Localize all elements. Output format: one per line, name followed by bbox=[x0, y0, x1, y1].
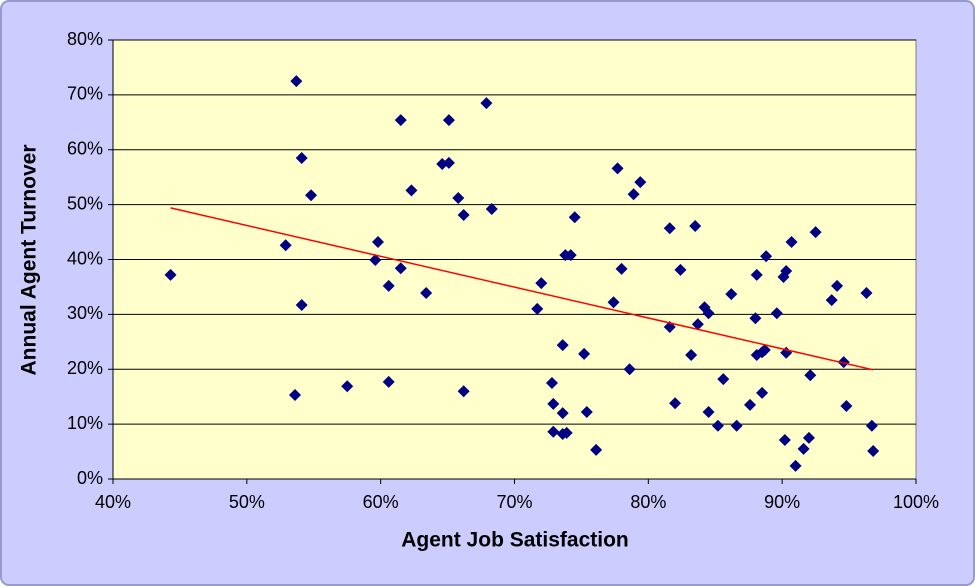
data-point bbox=[485, 203, 498, 216]
data-point bbox=[730, 419, 743, 432]
data-point bbox=[480, 97, 493, 110]
x-tick-label: 90% bbox=[764, 492, 800, 512]
data-point bbox=[382, 279, 395, 292]
data-point bbox=[825, 294, 838, 307]
data-point bbox=[341, 380, 354, 393]
data-point bbox=[615, 262, 628, 275]
data-point bbox=[556, 407, 569, 420]
data-point bbox=[560, 426, 573, 439]
data-point bbox=[711, 419, 724, 432]
data-point bbox=[860, 286, 873, 299]
x-tick-label: 50% bbox=[229, 492, 265, 512]
x-tick-label: 80% bbox=[630, 492, 666, 512]
data-point bbox=[535, 277, 548, 290]
data-point bbox=[295, 299, 308, 312]
data-point bbox=[744, 398, 757, 411]
x-tick-label: 100% bbox=[893, 492, 939, 512]
y-tick-label: 80% bbox=[67, 29, 103, 49]
y-tick-label: 10% bbox=[67, 413, 103, 433]
data-point bbox=[702, 307, 715, 320]
data-point bbox=[369, 254, 382, 267]
x-axis-title: Agent Job Satisfaction bbox=[401, 529, 629, 552]
data-point bbox=[305, 189, 318, 202]
data-point bbox=[590, 443, 603, 456]
y-tick-label: 70% bbox=[67, 84, 103, 104]
y-tick-label: 50% bbox=[67, 193, 103, 213]
y-tick-label: 30% bbox=[67, 303, 103, 323]
y-axis-title: Annual Agent Turnover bbox=[18, 145, 41, 376]
data-point bbox=[867, 445, 880, 458]
data-point bbox=[564, 249, 577, 262]
data-point bbox=[865, 419, 878, 432]
data-point bbox=[607, 296, 620, 309]
data-point bbox=[164, 268, 177, 281]
data-point bbox=[442, 114, 455, 127]
data-point bbox=[531, 302, 544, 315]
data-point bbox=[556, 339, 569, 352]
data-point bbox=[452, 192, 465, 205]
data-point bbox=[394, 114, 407, 127]
data-point bbox=[837, 356, 850, 369]
data-point bbox=[405, 184, 418, 197]
data-point bbox=[545, 376, 558, 389]
y-tick-label: 0% bbox=[77, 468, 103, 488]
data-point bbox=[663, 222, 676, 235]
data-point bbox=[457, 209, 470, 222]
data-point bbox=[634, 176, 647, 189]
data-point bbox=[756, 386, 769, 399]
data-point bbox=[279, 239, 292, 252]
data-point bbox=[689, 220, 702, 233]
data-point bbox=[750, 268, 763, 281]
data-point bbox=[778, 434, 791, 447]
data-point bbox=[547, 397, 560, 410]
data-point bbox=[760, 250, 773, 263]
data-point bbox=[691, 318, 704, 331]
data-point bbox=[611, 162, 624, 175]
data-point bbox=[290, 75, 303, 88]
trend-line bbox=[170, 207, 874, 371]
x-tick-label: 70% bbox=[496, 492, 532, 512]
x-tick-label: 60% bbox=[363, 492, 399, 512]
data-point bbox=[717, 373, 730, 386]
y-tick-label: 20% bbox=[67, 358, 103, 378]
data-point bbox=[770, 307, 783, 320]
data-point bbox=[804, 369, 817, 382]
data-point bbox=[457, 385, 470, 398]
data-point bbox=[669, 397, 682, 410]
data-point bbox=[725, 288, 738, 301]
data-point bbox=[785, 235, 798, 248]
data-point bbox=[780, 265, 793, 278]
y-tick-label: 60% bbox=[67, 139, 103, 159]
data-point bbox=[831, 279, 844, 292]
data-point bbox=[580, 406, 593, 419]
data-point bbox=[442, 156, 455, 169]
data-point bbox=[685, 348, 698, 361]
data-point bbox=[809, 226, 822, 239]
data-point bbox=[627, 188, 640, 201]
data-point bbox=[295, 151, 308, 164]
data-point bbox=[289, 389, 302, 402]
data-point bbox=[547, 425, 560, 438]
data-point bbox=[578, 347, 591, 360]
data-point bbox=[568, 211, 581, 224]
data-point bbox=[840, 400, 853, 413]
data-point bbox=[702, 406, 715, 419]
data-point bbox=[394, 262, 407, 275]
data-point bbox=[797, 442, 810, 455]
data-point bbox=[371, 235, 384, 248]
x-tick-label: 40% bbox=[95, 492, 131, 512]
data-point bbox=[749, 312, 762, 325]
data-point bbox=[674, 263, 687, 276]
y-tick-label: 40% bbox=[67, 248, 103, 268]
data-point bbox=[420, 286, 433, 299]
data-point bbox=[623, 363, 636, 376]
data-point bbox=[382, 375, 395, 388]
data-point bbox=[802, 431, 815, 444]
data-point bbox=[758, 344, 771, 357]
data-point bbox=[789, 459, 802, 472]
